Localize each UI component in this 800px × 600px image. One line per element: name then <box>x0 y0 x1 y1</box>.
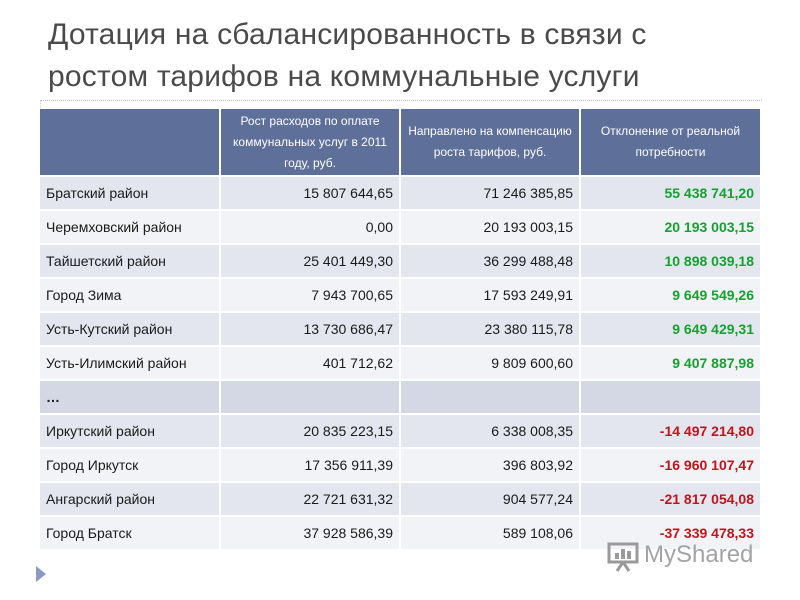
row-deviation: 9 407 887,98 <box>580 345 760 380</box>
row-name: Город Иркутск <box>40 447 221 482</box>
column-header-deviation: Отклонение от реальной потребности <box>580 109 760 176</box>
row-expenses: 0,00 <box>220 209 401 244</box>
table-row: Город Братск 37 928 586,39 589 108,06 -3… <box>40 515 760 549</box>
row-compensation: 6 338 008,35 <box>400 413 581 448</box>
table-row: Усть-Илимский район 401 712,62 9 809 600… <box>40 345 760 380</box>
logo-text: MyShared <box>644 541 754 568</box>
row-name: Город Братск <box>40 515 221 549</box>
row-compensation: 17 593 249,91 <box>400 277 581 312</box>
row-compensation: 589 108,06 <box>400 515 581 549</box>
row-name: Братский район <box>40 175 221 210</box>
table-row-ellipsis: … <box>40 379 760 414</box>
row-name: Черемховский район <box>40 209 221 244</box>
row-deviation: 20 193 003,15 <box>580 209 760 244</box>
table-row: Иркутский район 20 835 223,15 6 338 008,… <box>40 413 760 448</box>
row-deviation <box>580 379 760 414</box>
column-header-name <box>40 109 221 176</box>
row-name: Иркутский район <box>40 413 221 448</box>
title-divider <box>40 100 762 101</box>
row-name: Город Зима <box>40 277 221 312</box>
row-deviation: 10 898 039,18 <box>580 243 760 278</box>
row-expenses: 13 730 686,47 <box>220 311 401 346</box>
row-deviation: -16 960 107,47 <box>580 447 760 482</box>
row-expenses: 15 807 644,65 <box>220 175 401 210</box>
row-expenses: 17 356 911,39 <box>220 447 401 482</box>
row-expenses: 7 943 700,65 <box>220 277 401 312</box>
table-row: Тайшетский район 25 401 449,30 36 299 48… <box>40 243 760 278</box>
row-expenses: 25 401 449,30 <box>220 243 401 278</box>
table-header-row: Рост расходов по оплате коммунальных усл… <box>40 109 760 176</box>
row-expenses: 37 928 586,39 <box>220 515 401 549</box>
slide-nav-arrow-icon[interactable] <box>36 566 46 582</box>
row-name: Тайшетский район <box>40 243 221 278</box>
row-expenses: 22 721 631,32 <box>220 481 401 516</box>
row-deviation: 55 438 741,20 <box>580 175 760 210</box>
row-deviation: 9 649 429,31 <box>580 311 760 346</box>
row-name: Ангарский район <box>40 481 221 516</box>
row-compensation: 36 299 488,48 <box>400 243 581 278</box>
row-compensation: 904 577,24 <box>400 481 581 516</box>
row-expenses: 401 712,62 <box>220 345 401 380</box>
subsidy-table: Рост расходов по оплате коммунальных усл… <box>40 109 760 549</box>
presentation-board-icon <box>607 542 639 572</box>
row-compensation: 20 193 003,15 <box>400 209 581 244</box>
row-name: Усть-Илимский район <box>40 345 221 380</box>
row-deviation: -14 497 214,80 <box>580 413 760 448</box>
row-deviation: -21 817 054,08 <box>580 481 760 516</box>
column-header-compensation: Направлено на компенсацию роста тарифов,… <box>400 109 581 176</box>
row-compensation: 396 803,92 <box>400 447 581 482</box>
slide-title-line-1: Дотация на сбалансированность в связи с <box>48 18 647 51</box>
row-name: Усть-Кутский район <box>40 311 221 346</box>
row-name: … <box>40 379 221 414</box>
row-compensation: 71 246 385,85 <box>400 175 581 210</box>
table-row: Город Иркутск 17 356 911,39 396 803,92 -… <box>40 447 760 482</box>
table-row: Черемховский район 0,00 20 193 003,15 20… <box>40 209 760 244</box>
row-compensation: 9 809 600,60 <box>400 345 581 380</box>
table-row: Усть-Кутский район 13 730 686,47 23 380 … <box>40 311 760 346</box>
table-row: Братский район 15 807 644,65 71 246 385,… <box>40 175 760 210</box>
watermark-logo: MyShared <box>606 538 753 572</box>
row-expenses <box>220 379 401 414</box>
row-expenses: 20 835 223,15 <box>220 413 401 448</box>
column-header-expenses: Рост расходов по оплате коммунальных усл… <box>220 109 401 176</box>
table-row: Город Зима 7 943 700,65 17 593 249,91 9 … <box>40 277 760 312</box>
slide-title-line-2: ростом тарифов на коммунальные услуги <box>48 60 640 93</box>
table-row: Ангарский район 22 721 631,32 904 577,24… <box>40 481 760 516</box>
row-compensation <box>400 379 581 414</box>
row-compensation: 23 380 115,78 <box>400 311 581 346</box>
slide-title: Дотация на сбалансированность в связи с … <box>48 14 768 98</box>
row-deviation: 9 649 549,26 <box>580 277 760 312</box>
